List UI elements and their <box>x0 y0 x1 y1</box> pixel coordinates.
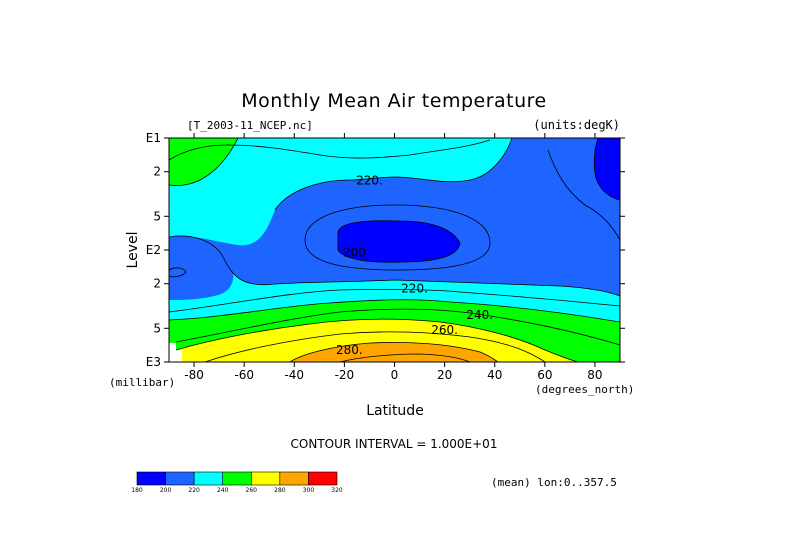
x-tick-label: -40 <box>284 368 304 382</box>
contour-label: 240. <box>466 308 493 322</box>
contour-line-250 <box>175 308 620 346</box>
x-tick-label: 80 <box>587 368 602 382</box>
averaging-label: (mean) lon:0..357.5 <box>491 476 617 489</box>
colorbar-swatch <box>193 471 224 486</box>
contour-line-210-left <box>169 267 187 278</box>
x-units-label: (degrees_north) <box>535 383 634 396</box>
contour-label: 280. <box>336 343 363 357</box>
contour-line-210-loop <box>304 204 491 271</box>
units-label: (units:degK) <box>533 118 620 132</box>
x-tick-label: 40 <box>487 368 502 382</box>
y-tick-label: 5 <box>153 209 161 223</box>
contour-label: 200 <box>343 245 366 259</box>
contour-line-230-lower <box>169 289 620 313</box>
colorbar-swatch <box>250 471 281 486</box>
x-axis: -80 -60 -40 -20 0 20 40 60 80 <box>184 133 603 382</box>
colorbar-label: 320 <box>331 487 343 494</box>
contour-label: 220. <box>356 174 383 188</box>
contour-fill <box>169 138 620 362</box>
band-280-300 <box>290 342 498 362</box>
band-180-200-center <box>338 220 460 263</box>
contour-label: 220. <box>401 281 428 295</box>
contour-line-270 <box>204 331 546 362</box>
colorbar-swatch <box>222 471 252 486</box>
y-axis-title: Level <box>125 232 141 269</box>
colorbar: 180 200 220 240 260 280 300 320 <box>131 471 343 494</box>
colorbar-swatch <box>308 471 338 486</box>
colorbar-label: 220 <box>188 487 200 494</box>
colorbar-label: 200 <box>160 487 172 494</box>
contour-interval-label: CONTOUR INTERVAL = 1.000E+01 <box>291 437 498 451</box>
band-240-top-left <box>169 138 238 186</box>
contour-line-200-right <box>593 138 620 201</box>
contour-label: 260. <box>431 323 458 337</box>
contour-line-220-upper <box>274 138 513 211</box>
colorbar-label: 180 <box>131 487 143 494</box>
y-units-label: (millibar) <box>109 376 175 389</box>
x-axis-title: Latitude <box>366 403 424 419</box>
contour-line-280 <box>289 342 499 362</box>
band-180-200-right <box>594 138 620 200</box>
y-tick-label: 5 <box>153 321 161 335</box>
y-axis: E1 2 5 E2 2 5 E3 <box>146 131 625 369</box>
x-tick-label: -20 <box>335 368 355 382</box>
x-tick-label: -60 <box>234 368 254 382</box>
contour-line-200-loop <box>337 220 461 263</box>
x-tick-label: 60 <box>537 368 552 382</box>
chart-title: Monthly Mean Air temperature <box>241 90 546 112</box>
source-label: [T_2003-11_NCEP.nc] <box>187 119 313 132</box>
colorbar-label: 260 <box>246 487 258 494</box>
colorbar-swatch <box>136 471 166 486</box>
colorbar-swatch <box>279 471 309 486</box>
contour-line-260 <box>175 318 579 362</box>
band-200-220-left <box>169 235 234 300</box>
contour-label-group: 200 220. 220. 240. 260. 280. <box>336 174 493 357</box>
y-tick-label: 2 <box>153 277 161 291</box>
colorbar-label: 280 <box>274 487 286 494</box>
x-tick-label: -80 <box>184 368 204 382</box>
colorbar-label: 300 <box>303 487 315 494</box>
x-tick-label: 20 <box>437 368 452 382</box>
contour-line-220 <box>169 235 620 297</box>
contour-lines <box>169 138 620 362</box>
y-tick-label: E3 <box>146 355 161 369</box>
band-200-220-main <box>169 138 620 296</box>
y-tick-label: E1 <box>146 131 161 145</box>
y-tick-label: 2 <box>153 165 161 179</box>
y-tick-label: E2 <box>146 243 161 257</box>
contour-line-230-top <box>169 139 491 161</box>
contour-line-240-lower <box>169 299 620 323</box>
x-tick-label: 0 <box>391 368 399 382</box>
missing-data-corner <box>169 343 182 362</box>
colorbar-label: 240 <box>217 487 229 494</box>
contour-line-290 <box>339 353 471 362</box>
colorbar-swatch <box>165 471 195 486</box>
contour-line-240-top <box>169 138 239 186</box>
contour-line-210-right <box>547 149 620 241</box>
